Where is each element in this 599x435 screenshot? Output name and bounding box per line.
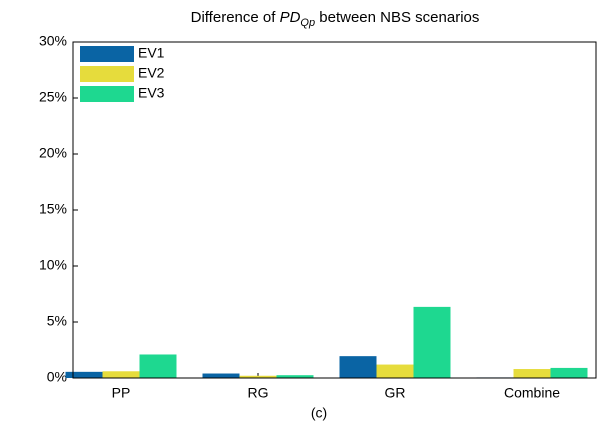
y-tick-label: 10% xyxy=(39,257,67,273)
bar xyxy=(276,375,314,378)
legend-label: EV2 xyxy=(138,65,165,81)
bar xyxy=(513,369,551,378)
x-tick-label: PP xyxy=(112,385,131,401)
bar xyxy=(550,367,588,378)
title-text: Qp xyxy=(300,17,315,29)
y-tick-label: 5% xyxy=(47,313,67,329)
y-tick-label: 15% xyxy=(39,201,67,217)
y-tick-label: 25% xyxy=(39,89,67,105)
x-tick-label: GR xyxy=(385,385,406,401)
bar xyxy=(376,364,414,378)
bar xyxy=(202,373,240,378)
y-tick-label: 30% xyxy=(39,33,67,49)
chart-title: Difference of PDQp between NBS scenarios xyxy=(191,9,480,29)
bar xyxy=(339,356,377,378)
title-text: Difference of xyxy=(191,9,280,26)
bar xyxy=(102,371,140,378)
legend-swatch xyxy=(80,86,134,102)
x-tick-label: Combine xyxy=(504,385,560,401)
bar xyxy=(413,306,451,378)
title-text: PD xyxy=(280,9,301,26)
bar xyxy=(139,354,177,378)
legend-label: EV3 xyxy=(138,85,165,101)
legend-swatch xyxy=(80,66,134,82)
x-tick-label: RG xyxy=(248,385,269,401)
bar xyxy=(65,371,103,378)
x-axis-label: (c) xyxy=(311,405,327,421)
bar xyxy=(239,375,277,378)
plot-frame xyxy=(72,41,597,379)
legend-label: EV1 xyxy=(138,45,165,61)
y-tick-label: 0% xyxy=(47,369,67,385)
y-tick-label: 20% xyxy=(39,145,67,161)
legend-swatch xyxy=(80,46,134,62)
title-text: between NBS scenarios xyxy=(315,9,479,26)
